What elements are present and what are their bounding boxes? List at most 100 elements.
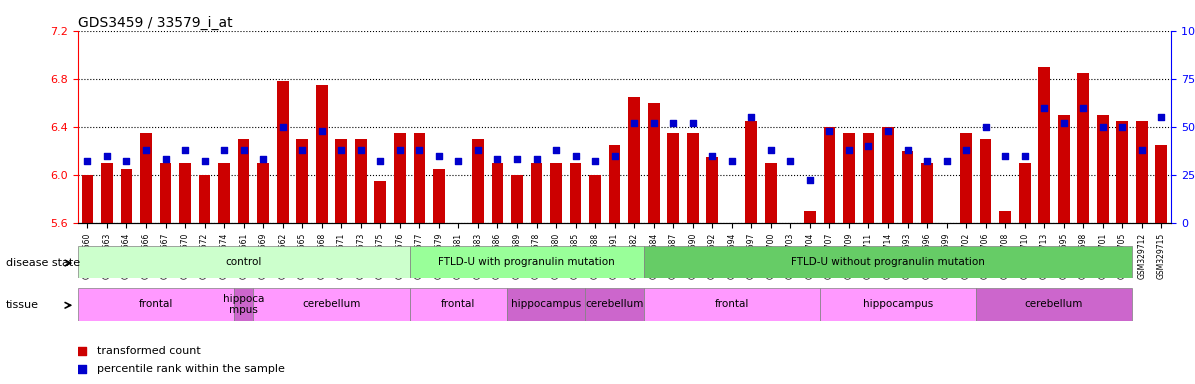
Point	[391, 147, 410, 153]
Bar	[687, 133, 699, 223]
Bar	[1019, 163, 1030, 223]
Bar	[961, 133, 972, 223]
Point	[839, 147, 858, 153]
FancyBboxPatch shape	[507, 288, 586, 321]
Point	[1093, 124, 1113, 130]
Text: frontal: frontal	[139, 299, 173, 310]
FancyBboxPatch shape	[586, 288, 644, 321]
Point	[508, 156, 527, 162]
Point	[956, 147, 975, 153]
Text: frontal: frontal	[715, 299, 749, 310]
Point	[351, 147, 370, 153]
Bar	[238, 139, 250, 223]
Bar	[355, 139, 367, 223]
Bar	[999, 211, 1011, 223]
Point	[780, 158, 799, 164]
FancyBboxPatch shape	[976, 288, 1132, 321]
Bar	[882, 127, 894, 223]
Text: hippocampus: hippocampus	[863, 299, 933, 310]
Bar	[394, 133, 405, 223]
FancyBboxPatch shape	[820, 288, 976, 321]
Point	[350, 284, 369, 290]
Text: cerebellum: cerebellum	[302, 299, 361, 310]
Text: FTLD-U with progranulin mutation: FTLD-U with progranulin mutation	[439, 257, 615, 267]
Bar	[1156, 145, 1168, 223]
Point	[1035, 104, 1054, 111]
FancyBboxPatch shape	[644, 246, 1132, 278]
Point	[449, 158, 468, 164]
Point	[995, 152, 1015, 159]
Text: FTLD-U without progranulin mutation: FTLD-U without progranulin mutation	[791, 257, 985, 267]
Bar	[1058, 115, 1070, 223]
Bar	[1116, 121, 1128, 223]
Point	[157, 156, 176, 162]
FancyBboxPatch shape	[78, 246, 410, 278]
FancyBboxPatch shape	[78, 288, 234, 321]
Bar	[570, 163, 582, 223]
Point	[546, 147, 565, 153]
Bar	[219, 163, 229, 223]
Point	[1152, 114, 1171, 120]
Bar	[374, 181, 386, 223]
Point	[468, 147, 488, 153]
Point	[722, 158, 741, 164]
Point	[663, 120, 682, 126]
Point	[761, 147, 780, 153]
Bar	[453, 223, 465, 277]
Point	[234, 147, 253, 153]
Point	[742, 114, 761, 120]
Bar	[472, 139, 484, 223]
Point	[820, 127, 839, 134]
Bar	[648, 103, 660, 223]
Bar	[608, 145, 620, 223]
Bar	[823, 127, 835, 223]
Point	[605, 152, 624, 159]
Bar	[296, 139, 308, 223]
Bar	[81, 175, 93, 223]
Point	[1113, 124, 1132, 130]
Bar	[413, 133, 425, 223]
Bar	[667, 133, 679, 223]
Point	[625, 120, 644, 126]
Text: cerebellum: cerebellum	[586, 299, 644, 310]
Bar	[589, 175, 601, 223]
Point	[878, 127, 897, 134]
Bar	[121, 169, 133, 223]
Bar	[433, 169, 445, 223]
Bar	[842, 133, 854, 223]
Bar	[531, 163, 543, 223]
Text: transformed count: transformed count	[97, 346, 201, 356]
Bar	[315, 85, 327, 223]
Bar	[940, 223, 952, 265]
FancyBboxPatch shape	[234, 288, 253, 321]
Point	[370, 158, 390, 164]
Point	[527, 156, 546, 162]
Point	[332, 147, 351, 153]
Point	[293, 147, 312, 153]
Point	[350, 127, 369, 133]
Bar	[980, 139, 992, 223]
Point	[195, 158, 214, 164]
FancyBboxPatch shape	[410, 246, 644, 278]
Bar	[863, 133, 875, 223]
Text: GDS3459 / 33579_i_at: GDS3459 / 33579_i_at	[78, 16, 232, 30]
Point	[410, 147, 429, 153]
FancyBboxPatch shape	[410, 288, 507, 321]
Bar	[921, 163, 933, 223]
Point	[98, 152, 117, 159]
Bar	[1038, 67, 1050, 223]
Point	[644, 120, 663, 126]
Point	[859, 143, 878, 149]
Point	[253, 156, 272, 162]
FancyBboxPatch shape	[253, 288, 410, 321]
Text: hippoca
mpus: hippoca mpus	[223, 293, 264, 315]
Bar	[179, 163, 191, 223]
Text: percentile rank within the sample: percentile rank within the sample	[97, 364, 284, 374]
Bar	[902, 151, 913, 223]
Bar	[725, 223, 737, 259]
Point	[78, 158, 97, 164]
Bar	[784, 223, 796, 229]
Bar	[550, 163, 562, 223]
Text: disease state: disease state	[6, 258, 80, 268]
Point	[429, 152, 448, 159]
